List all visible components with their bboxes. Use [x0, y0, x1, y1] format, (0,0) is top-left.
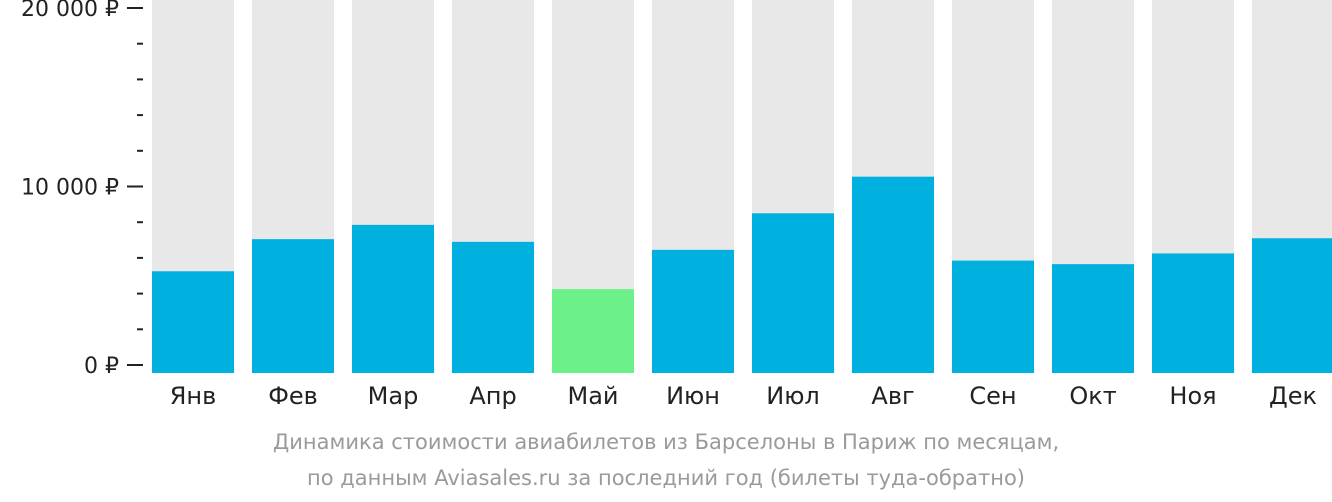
bar	[952, 260, 1034, 373]
bars	[152, 176, 1332, 373]
y-tick-label: 0 ₽	[84, 354, 119, 379]
caption-line-2: по данным Aviasales.ru за последний год …	[307, 466, 1025, 490]
x-tick-label: Фев	[268, 382, 318, 410]
caption-line-1: Динамика стоимости авиабилетов из Барсел…	[272, 430, 1060, 454]
bar	[252, 239, 334, 373]
x-tick-label: Май	[567, 382, 618, 410]
bar	[1252, 238, 1332, 373]
bar	[152, 271, 234, 373]
x-tick-label: Апр	[469, 382, 516, 410]
bar	[1152, 253, 1234, 373]
y-tick-label: 10 000 ₽	[21, 176, 119, 201]
y-axis: 0 ₽ 10 000 ₽ 20 000 ₽	[21, 0, 143, 379]
bar	[552, 289, 634, 373]
x-tick-label: Окт	[1069, 382, 1116, 410]
y-tick-label: 20 000 ₽	[21, 0, 119, 22]
x-tick-label: Авг	[871, 382, 914, 410]
x-tick-label: Июн	[666, 382, 720, 410]
bar	[852, 176, 934, 373]
x-tick-label: Дек	[1269, 382, 1317, 410]
bar	[352, 224, 434, 373]
x-tick-label: Ноя	[1169, 382, 1216, 410]
bar	[752, 213, 834, 373]
x-tick-label: Янв	[170, 382, 217, 410]
x-axis: Янв Фев Мар Апр Май Июн Июл Авг Сен Окт Ноя Дек	[170, 382, 1317, 410]
bar	[1052, 264, 1134, 373]
x-tick-label: Июл	[766, 382, 820, 410]
bar	[452, 241, 534, 373]
bar	[652, 249, 734, 373]
x-tick-label: Мар	[368, 382, 419, 410]
x-tick-label: Сен	[969, 382, 1016, 410]
